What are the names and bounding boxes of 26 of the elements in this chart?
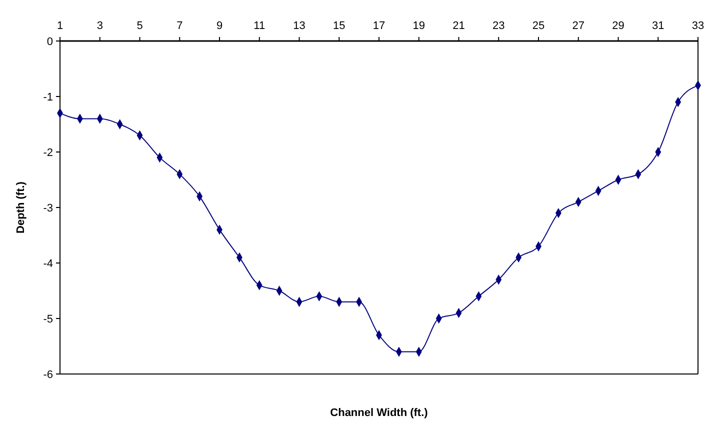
x-tick-label: 11: [254, 20, 266, 32]
y-tick-label: -5: [43, 313, 53, 326]
x-tick-label: 21: [452, 20, 465, 32]
y-tick-label: 0: [46, 36, 53, 48]
x-tick-label: 5: [136, 20, 143, 32]
x-tick-label: 33: [692, 20, 704, 32]
y-tick-label: -1: [43, 91, 53, 104]
x-axis-title: Channel Width (ft.): [330, 407, 428, 419]
x-tick-label: 17: [372, 20, 386, 32]
y-tick-label: -4: [43, 258, 53, 270]
x-tick-label: 1: [56, 20, 64, 32]
x-tick-label: 25: [532, 20, 545, 32]
x-tick-label: 9: [216, 20, 223, 32]
x-tick-label: 31: [652, 20, 664, 32]
y-tick-label: -6: [43, 368, 53, 381]
x-tick-label: 27: [572, 20, 584, 32]
x-tick-label: 13: [293, 20, 306, 32]
x-tick-label: 7: [176, 20, 183, 32]
x-tick-label: 29: [612, 20, 624, 32]
x-tick-label: 15: [333, 20, 346, 32]
y-axis-title: Depth (ft.): [15, 181, 27, 234]
y-tick-label: -3: [43, 202, 53, 214]
x-tick-label: 23: [492, 20, 505, 32]
x-tick-label: 3: [96, 20, 103, 32]
y-tick-label: -2: [43, 146, 53, 159]
x-tick-label: 19: [412, 20, 425, 32]
